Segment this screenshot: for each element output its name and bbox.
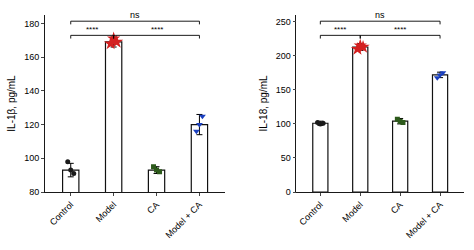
svg-text:****: **** <box>151 25 163 34</box>
svg-text:200: 200 <box>276 51 291 61</box>
svg-text:50: 50 <box>281 153 291 163</box>
svg-text:0: 0 <box>286 187 291 197</box>
svg-text:Model + CA: Model + CA <box>404 200 445 241</box>
svg-text:****: **** <box>334 25 346 34</box>
svg-text:180: 180 <box>24 19 39 29</box>
svg-text:250: 250 <box>276 17 291 27</box>
svg-text:ns: ns <box>130 10 140 20</box>
svg-text:80: 80 <box>29 187 39 197</box>
svg-text:Control: Control <box>48 200 76 228</box>
svg-text:****: **** <box>86 25 98 34</box>
svg-text:CA: CA <box>145 200 161 216</box>
svg-text:100: 100 <box>276 119 291 129</box>
svg-text:IL-18, pg/mL: IL-18, pg/mL <box>258 75 269 132</box>
svg-text:Model + CA: Model + CA <box>164 200 205 241</box>
svg-text:140: 140 <box>24 86 39 96</box>
svg-text:****: **** <box>394 25 406 34</box>
svg-text:100: 100 <box>24 153 39 163</box>
svg-text:CA: CA <box>389 200 405 216</box>
svg-text:ns: ns <box>375 10 385 20</box>
svg-text:160: 160 <box>24 52 39 62</box>
svg-text:Model: Model <box>94 200 118 224</box>
svg-text:Model: Model <box>340 200 364 224</box>
svg-text:120: 120 <box>24 120 39 130</box>
svg-text:IL-1β, pg/mL: IL-1β, pg/mL <box>6 75 17 132</box>
svg-text:Control: Control <box>297 200 325 228</box>
svg-text:150: 150 <box>276 85 291 95</box>
